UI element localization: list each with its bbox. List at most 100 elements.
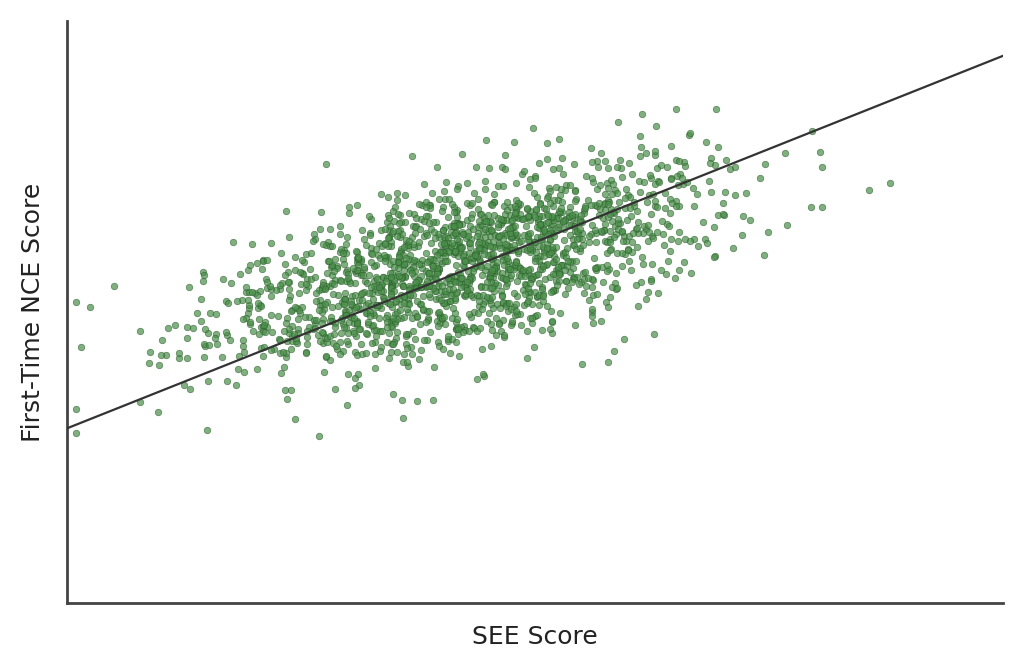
Point — [535, 222, 551, 233]
Point — [284, 343, 300, 354]
Point — [395, 413, 412, 423]
Point — [278, 259, 294, 269]
Point — [476, 282, 493, 293]
Point — [373, 188, 389, 199]
Point — [548, 182, 564, 192]
Point — [276, 325, 293, 336]
Point — [595, 212, 611, 223]
Point — [508, 255, 524, 266]
Point — [599, 265, 615, 276]
Point — [534, 283, 550, 294]
Point — [396, 265, 413, 275]
Point — [256, 320, 272, 330]
Point — [178, 322, 195, 332]
Point — [301, 264, 317, 275]
Point — [572, 245, 589, 256]
Point — [399, 239, 416, 250]
Point — [538, 217, 554, 228]
Point — [380, 251, 396, 262]
Point — [403, 264, 420, 275]
Point — [503, 304, 519, 315]
Point — [69, 427, 85, 438]
Point — [546, 251, 562, 261]
Point — [399, 293, 416, 304]
Point — [441, 295, 458, 306]
Point — [364, 243, 380, 253]
Point — [572, 214, 589, 224]
Point — [432, 285, 449, 296]
Point — [269, 310, 286, 321]
Point — [471, 243, 487, 253]
Point — [483, 319, 500, 330]
Point — [385, 388, 401, 399]
Point — [527, 204, 544, 215]
Point — [422, 327, 438, 338]
Point — [575, 287, 592, 298]
Point — [402, 341, 419, 352]
Point — [463, 271, 479, 281]
Point — [430, 228, 446, 239]
Point — [634, 109, 650, 119]
Point — [741, 215, 758, 226]
Point — [323, 312, 339, 322]
Point — [431, 232, 447, 243]
Point — [349, 254, 366, 265]
Point — [351, 379, 368, 390]
Point — [283, 306, 299, 316]
Point — [343, 312, 359, 323]
Point — [482, 273, 499, 284]
Point — [493, 218, 509, 229]
Point — [502, 228, 518, 239]
Point — [290, 324, 306, 334]
Point — [434, 281, 451, 292]
Point — [317, 239, 334, 250]
Point — [515, 165, 531, 176]
Point — [444, 229, 461, 240]
Point — [620, 244, 636, 255]
Point — [389, 256, 406, 267]
Point — [561, 210, 578, 221]
Point — [510, 200, 526, 211]
Point — [200, 328, 216, 338]
Point — [617, 249, 634, 259]
Point — [400, 285, 417, 295]
Point — [485, 242, 502, 253]
Point — [256, 327, 272, 338]
Point — [602, 204, 618, 214]
Point — [253, 322, 269, 332]
Point — [359, 317, 376, 328]
Point — [543, 220, 559, 231]
Point — [589, 261, 605, 272]
Point — [474, 344, 490, 354]
Point — [280, 336, 296, 347]
Point — [395, 242, 412, 253]
Point — [560, 283, 577, 293]
Point — [495, 214, 511, 225]
Point — [553, 259, 569, 270]
Point — [322, 354, 338, 365]
Point — [367, 324, 383, 335]
Point — [361, 230, 378, 241]
Point — [644, 232, 660, 243]
Point — [366, 308, 382, 318]
Point — [377, 238, 393, 249]
Point — [530, 210, 547, 221]
Point — [489, 231, 506, 242]
Point — [439, 273, 456, 283]
Point — [478, 135, 495, 145]
Point — [179, 353, 196, 364]
Point — [508, 204, 524, 214]
Point — [471, 259, 487, 270]
Point — [318, 333, 335, 344]
Point — [338, 239, 354, 249]
Point — [717, 187, 733, 198]
Point — [341, 208, 357, 218]
Point — [621, 231, 637, 242]
Point — [529, 216, 546, 227]
Point — [384, 302, 400, 312]
Point — [424, 188, 440, 198]
Point — [588, 237, 604, 247]
Point — [493, 229, 509, 240]
Point — [386, 285, 402, 296]
Point — [181, 282, 198, 293]
